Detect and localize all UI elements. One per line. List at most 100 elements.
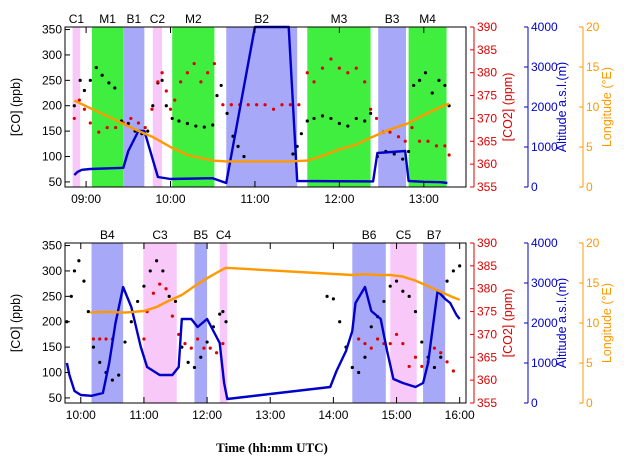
series-0-point bbox=[136, 299, 140, 304]
x-tick-label: 12:00 bbox=[324, 192, 354, 206]
co2-tick-label: 370 bbox=[477, 327, 497, 341]
co2-tick-label: 360 bbox=[477, 373, 497, 387]
series-0-point bbox=[170, 116, 174, 121]
series-1-point bbox=[151, 291, 156, 295]
series-1-point bbox=[401, 341, 405, 346]
altitude-tick-label: 0 bbox=[531, 180, 538, 194]
co-tick-label: 200 bbox=[42, 99, 62, 113]
series-0-point bbox=[305, 119, 309, 123]
series-1-point bbox=[212, 61, 217, 66]
series-1-point bbox=[354, 66, 358, 70]
series-0-point bbox=[110, 378, 114, 382]
segment-c4-label: C4 bbox=[216, 228, 232, 242]
series-0-point bbox=[202, 125, 206, 129]
series-1-point bbox=[329, 57, 333, 61]
series-1-point bbox=[214, 351, 219, 355]
series-1-point bbox=[432, 346, 437, 350]
longitude-axis-title: Longitude (°E) bbox=[600, 283, 614, 363]
segment-b3-label: B3 bbox=[385, 12, 400, 26]
segment-b2-label: B2 bbox=[254, 12, 269, 26]
series-1-point bbox=[263, 103, 267, 107]
segment-m4-label: M4 bbox=[419, 12, 436, 26]
series-0-point bbox=[218, 312, 222, 316]
series-3-line bbox=[73, 99, 450, 163]
series-1-point bbox=[173, 98, 177, 102]
altitude-axis-title: Altitude a.s.l.(m) bbox=[555, 62, 569, 152]
series-0-point bbox=[439, 355, 443, 359]
series-1-point bbox=[369, 107, 373, 111]
series-0-point bbox=[363, 355, 367, 359]
series-0-point bbox=[445, 279, 449, 283]
x-tick-label: 15:00 bbox=[382, 408, 412, 422]
series-0-point bbox=[412, 83, 416, 88]
co2-tick-label: 380 bbox=[477, 66, 497, 80]
series-0-point bbox=[363, 119, 367, 123]
co2-tick-label: 380 bbox=[477, 282, 497, 296]
segment-c3-label: C3 bbox=[152, 228, 168, 242]
co-tick-label: 150 bbox=[42, 124, 62, 138]
co2-tick-label: 365 bbox=[477, 350, 497, 364]
series-1-point bbox=[98, 337, 102, 341]
series-1-point bbox=[192, 61, 196, 66]
altitude-tick-label: 2000 bbox=[531, 316, 558, 330]
segment-b3-band bbox=[378, 27, 407, 187]
altitude-tick-label: 1000 bbox=[531, 140, 558, 154]
series-1-point bbox=[170, 314, 174, 318]
series-0-point bbox=[86, 309, 90, 314]
series-0-point bbox=[346, 124, 350, 128]
segment-b7-label: B7 bbox=[427, 228, 442, 242]
altitude-tick-label: 2000 bbox=[531, 100, 558, 114]
series-0-point bbox=[146, 129, 150, 133]
series-0-point bbox=[407, 294, 411, 298]
series-1-point bbox=[417, 139, 422, 143]
series-1-point bbox=[420, 364, 424, 369]
series-0-point bbox=[406, 149, 411, 154]
segment-b6-band bbox=[352, 243, 386, 403]
x-tick-label: 12:00 bbox=[192, 408, 222, 422]
series-0-point bbox=[458, 264, 462, 268]
series-0-point bbox=[78, 78, 82, 82]
series-0-point bbox=[354, 116, 358, 121]
series-0-point bbox=[205, 340, 209, 344]
co2-tick-label: 385 bbox=[477, 43, 497, 57]
series-0-point bbox=[142, 284, 146, 288]
series-0-point bbox=[192, 365, 197, 370]
series-1-point bbox=[280, 103, 284, 107]
longitude-tick-label: 20 bbox=[586, 236, 600, 250]
series-1-point bbox=[72, 116, 76, 121]
series-1-point bbox=[77, 98, 81, 102]
series-0-point bbox=[451, 269, 455, 273]
series-1-point bbox=[297, 103, 301, 107]
segment-c5-label: C5 bbox=[396, 228, 412, 242]
series-0-point bbox=[430, 91, 434, 95]
segment-c1-band bbox=[72, 27, 81, 187]
series-0-point bbox=[388, 284, 392, 288]
series-0-point bbox=[224, 320, 228, 324]
series-1-point bbox=[164, 287, 168, 291]
x-tick-label: 11:00 bbox=[129, 408, 158, 422]
series-0-point bbox=[413, 309, 418, 314]
series-1-point bbox=[183, 341, 187, 346]
longitude-tick-label: 5 bbox=[586, 356, 593, 370]
series-1-point bbox=[346, 71, 350, 75]
co2-tick-label: 375 bbox=[477, 89, 497, 103]
series-0-point bbox=[186, 360, 190, 364]
segment-c2-label: C2 bbox=[150, 12, 166, 26]
series-0-point bbox=[148, 269, 152, 273]
segment-b2-band bbox=[226, 27, 298, 187]
series-0-point bbox=[161, 269, 165, 273]
series-1-point bbox=[246, 103, 250, 107]
series-0-point bbox=[219, 83, 223, 88]
series-1-point bbox=[413, 355, 418, 359]
series-1-point bbox=[189, 346, 193, 350]
segment-c3-band bbox=[143, 243, 177, 403]
co2-axis-title: [CO2] (ppm) bbox=[501, 73, 515, 142]
series-1-point bbox=[91, 337, 96, 341]
series-0-point bbox=[242, 154, 246, 159]
series-0-point bbox=[100, 73, 104, 77]
altitude-tick-label: 0 bbox=[531, 396, 538, 410]
series-1-point bbox=[320, 66, 325, 70]
longitude-tick-label: 5 bbox=[586, 140, 593, 154]
co2-tick-label: 375 bbox=[477, 305, 497, 319]
series-0-point bbox=[199, 355, 203, 359]
